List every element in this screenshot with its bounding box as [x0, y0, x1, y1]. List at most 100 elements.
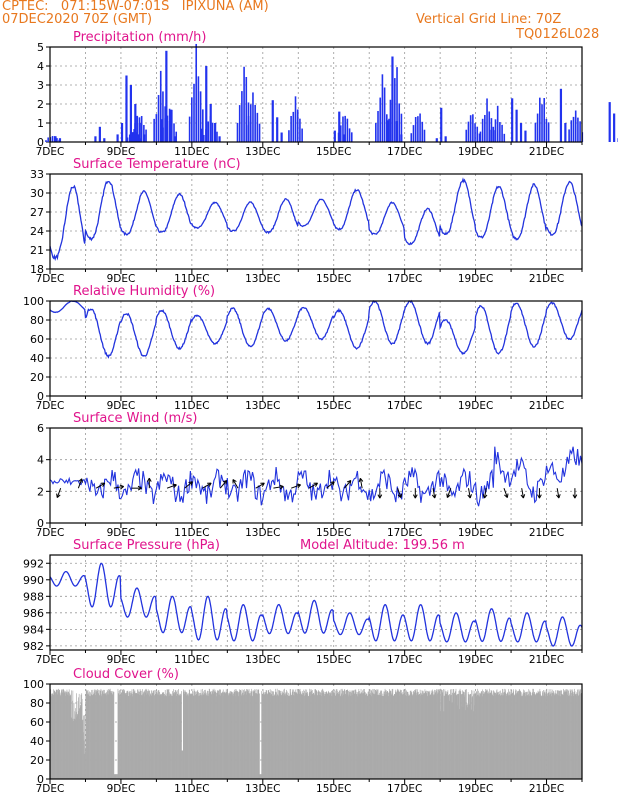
series-line-wind: [49, 446, 583, 507]
cloud-bar: [406, 690, 407, 779]
precip-bar: [490, 129, 492, 142]
cloud-bar: [504, 691, 506, 779]
x-tick-label: 7DEC: [36, 527, 65, 539]
cloud-bar: [85, 752, 86, 779]
cloud-bar: [238, 691, 240, 779]
cloud-bar: [409, 694, 411, 779]
precip-bar: [350, 132, 353, 142]
cloud-bar: [388, 696, 390, 779]
cloud-bar: [257, 689, 259, 779]
cloud-bar: [276, 688, 278, 779]
cloud-bar: [478, 696, 480, 779]
cloud-bar: [543, 692, 545, 779]
cloud-bar: [249, 694, 250, 779]
cloud-bar: [202, 688, 203, 779]
cloud-bar: [474, 693, 476, 779]
cloud-bar: [284, 695, 286, 779]
x-tick-label: 13DEC: [245, 783, 280, 795]
cloud-bar: [155, 694, 157, 779]
precip-bar: [254, 104, 256, 142]
precip-bar: [391, 90, 394, 142]
cloud-bar: [384, 691, 386, 779]
panel-title-cloud: Cloud Cover (%): [73, 667, 179, 682]
cloud-bar: [198, 695, 200, 779]
cloud-bar: [526, 695, 528, 779]
cloud-bar: [434, 690, 436, 779]
precip-bar: [218, 136, 221, 142]
cloud-bar: [340, 688, 342, 779]
cloud-bar: [66, 689, 68, 779]
cloud-bar: [448, 694, 449, 779]
cloud-bar: [497, 692, 499, 779]
cloud-bar: [224, 693, 226, 779]
precip-bar: [519, 123, 523, 142]
cloud-bar: [76, 713, 78, 779]
cloud-bar: [415, 688, 417, 779]
cloud-bar: [456, 694, 457, 779]
cloud-bar: [511, 692, 513, 779]
cloud-bar: [560, 693, 562, 779]
y-tick-label: 33: [30, 168, 44, 181]
cloud-bar: [388, 692, 390, 779]
cloud-bar: [507, 693, 509, 779]
cloud-bar: [135, 692, 137, 779]
cloud-bar: [464, 689, 466, 779]
cloud-bar: [481, 696, 483, 779]
cloud-bar: [440, 711, 442, 779]
cloud-bar: [361, 692, 363, 779]
cloud-bar: [76, 717, 78, 779]
cloud-bar: [471, 690, 472, 779]
cloud-bar: [283, 693, 285, 779]
cloud-bar: [405, 691, 407, 779]
cloud-bar: [119, 694, 121, 779]
cloud-bar: [264, 694, 265, 779]
cloud-bar: [136, 693, 138, 779]
cloud-bar: [61, 690, 62, 779]
precip-bar: [153, 118, 155, 142]
cloud-bar: [569, 696, 570, 779]
cloud-bar: [517, 693, 519, 779]
cloud-bar: [284, 692, 286, 779]
precip-bar: [613, 113, 616, 142]
x-tick-label: 17DEC: [387, 273, 422, 285]
precip-bar: [577, 117, 579, 142]
cloud-bar: [315, 690, 317, 779]
y-tick-label: 20: [30, 754, 44, 767]
cloud-bar: [271, 695, 273, 779]
cloud-bar: [359, 690, 360, 779]
precip-bar: [203, 134, 205, 142]
cloud-bar: [385, 690, 387, 779]
cloud-bar: [147, 690, 148, 779]
cloud-bar: [406, 695, 408, 779]
cloud-bar: [72, 721, 74, 779]
cloud-bar: [180, 694, 182, 779]
cloud-bar: [562, 693, 563, 779]
y-tick-label: 24: [30, 225, 44, 238]
cloud-bar: [263, 692, 265, 779]
cloud-bar: [279, 693, 281, 779]
cloud-bar: [559, 690, 560, 779]
precip-bar: [276, 117, 279, 142]
cloud-bar: [277, 694, 278, 779]
cloud-bar: [470, 694, 471, 779]
cloud-bar: [280, 693, 282, 779]
cloud-bar: [383, 695, 384, 779]
cloud-bar: [114, 774, 116, 779]
precip-bar: [165, 50, 168, 142]
cloud-bar: [319, 694, 320, 779]
cloud-bar: [227, 692, 229, 779]
cloud-bar: [380, 690, 382, 779]
cloud-bar: [268, 692, 270, 779]
cloud-bar: [222, 689, 224, 779]
cloud-bar: [572, 691, 573, 779]
cloud-bar: [115, 774, 117, 779]
cloud-bar: [166, 689, 168, 779]
y-tick-label: 5: [37, 41, 44, 54]
cloud-bar: [437, 689, 439, 779]
cloud-bar: [419, 693, 421, 779]
y-tick-label: 3: [37, 79, 44, 92]
cloud-bar: [402, 694, 404, 779]
cloud-bar: [236, 692, 238, 779]
cloud-bar: [358, 689, 360, 779]
cloud-bar: [443, 711, 445, 779]
